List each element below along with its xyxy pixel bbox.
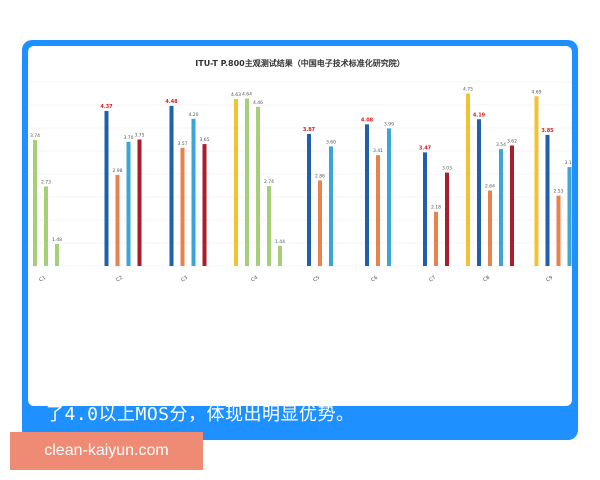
bar-value-label: 3.75: [134, 133, 144, 139]
bar: [33, 139, 37, 266]
bar-value-label: 2.53: [553, 189, 563, 195]
bar: [126, 141, 131, 266]
bar: [499, 149, 503, 266]
bar: [44, 186, 48, 266]
bar: [477, 119, 481, 266]
x-tick-label: C3: [180, 275, 189, 284]
bar: [202, 144, 207, 266]
caption-line-1: ITU-T P.800 DCR主观质量评价中，AVS3-P10 达到: [46, 378, 504, 399]
bar: [376, 155, 380, 266]
bar-value-label: 2.64: [485, 184, 495, 190]
bar: [256, 106, 260, 266]
bar-value-label: 3.60: [326, 139, 336, 145]
watermark-label: clean-kaiyun.com: [10, 432, 203, 470]
bar: [534, 96, 539, 266]
bar-value-label: 3.74: [30, 133, 40, 139]
bar-value-label: 4.63: [231, 92, 241, 98]
bar: [510, 145, 514, 266]
bar-value-label: 4.08: [361, 117, 374, 123]
bar-value-label: 4.20: [188, 112, 198, 118]
x-tick-label: C9: [545, 275, 554, 284]
bar: [191, 118, 196, 266]
chart-bars: 3.74 2.73 1.48 4.37 2.98 3.70 3.75 4.48 3.57 4.20…: [30, 87, 572, 266]
bar-value-label: 3.70: [123, 135, 133, 141]
bar: [267, 185, 271, 266]
bar-value-label: 4.48: [165, 99, 178, 105]
bar-value-label: 3.47: [419, 145, 432, 151]
bar: [423, 152, 427, 266]
caption-line-2: 了4.0以上MOS分，体现出明显优势。: [46, 404, 355, 425]
bar-value-label: 4.69: [531, 89, 541, 95]
bar: [115, 174, 120, 266]
bar: [434, 211, 438, 266]
bar-value-label: 3.57: [177, 141, 187, 147]
x-tick-label: C1: [38, 275, 47, 284]
x-tick-label: C5: [312, 275, 321, 284]
bar: [104, 110, 109, 266]
bar-value-label: 4.75: [463, 87, 473, 93]
bar-value-label: 2.73: [41, 179, 51, 185]
bar: [556, 195, 561, 266]
bar-value-label: 2.18: [431, 205, 441, 211]
bar-value-label: 3.85: [541, 128, 554, 134]
x-tick-label: C2: [115, 275, 124, 284]
bar-value-label: 4.37: [100, 104, 113, 110]
bar-value-label: 3.41: [373, 148, 383, 154]
bar-value-label: 3.62: [507, 138, 517, 144]
x-tick-label: C7: [428, 275, 437, 284]
bar-value-label: 3.99: [384, 121, 394, 127]
bar-value-label: 2.74: [264, 179, 274, 185]
bar-value-label: 3.03: [442, 166, 452, 172]
bar-value-label: 4.19: [473, 112, 486, 118]
bar: [245, 98, 249, 266]
chart-panel: ITU-T P.800主观测试结果（中国电子技术标准化研究院） 3.74 2.73…: [28, 46, 572, 406]
chart-x-labels: C1 C2 C3 C4 C5 C6 C7 C8 C9: [38, 275, 554, 284]
bar: [387, 128, 391, 266]
x-tick-label: C6: [370, 275, 379, 284]
bar: [55, 243, 59, 266]
bar: [169, 105, 174, 266]
bar: [137, 139, 142, 266]
bar: [365, 124, 369, 266]
x-tick-label: C4: [250, 275, 259, 284]
bar: [488, 190, 492, 266]
bar-value-label: 3.87: [303, 127, 316, 133]
bar-value-label: 1.44: [275, 239, 285, 245]
bar: [180, 147, 185, 266]
bar: [234, 99, 238, 266]
chart: ITU-T P.800主观测试结果（中国电子技术标准化研究院） 3.74 2.73…: [28, 58, 572, 284]
bar: [329, 146, 333, 266]
bar-value-label: 1.48: [52, 237, 62, 243]
bar-value-label: 4.64: [242, 92, 252, 98]
bar-value-label: 3.54: [496, 142, 506, 148]
x-tick-label: C8: [482, 275, 491, 284]
bar: [307, 133, 311, 266]
image-card: ITU-T P.800主观测试结果（中国电子技术标准化研究院） 3.74 2.73…: [22, 40, 578, 440]
bar-value-label: 2.86: [315, 173, 325, 179]
bar-value-label: 2.98: [112, 168, 122, 174]
bar: [278, 245, 282, 266]
bar: [567, 167, 572, 266]
caption: ITU-T P.800 DCR主观质量评价中，AVS3-P10 达到 了4.0以…: [46, 376, 566, 428]
bar: [445, 172, 449, 266]
bar-value-label: 4.46: [253, 100, 263, 106]
bar-value-label: 3.15: [564, 160, 572, 166]
bar: [466, 93, 470, 266]
bar: [318, 180, 322, 266]
chart-title: ITU-T P.800主观测试结果（中国电子技术标准化研究院）: [195, 58, 404, 68]
bar: [545, 134, 550, 266]
bar-value-label: 3.65: [199, 137, 209, 143]
